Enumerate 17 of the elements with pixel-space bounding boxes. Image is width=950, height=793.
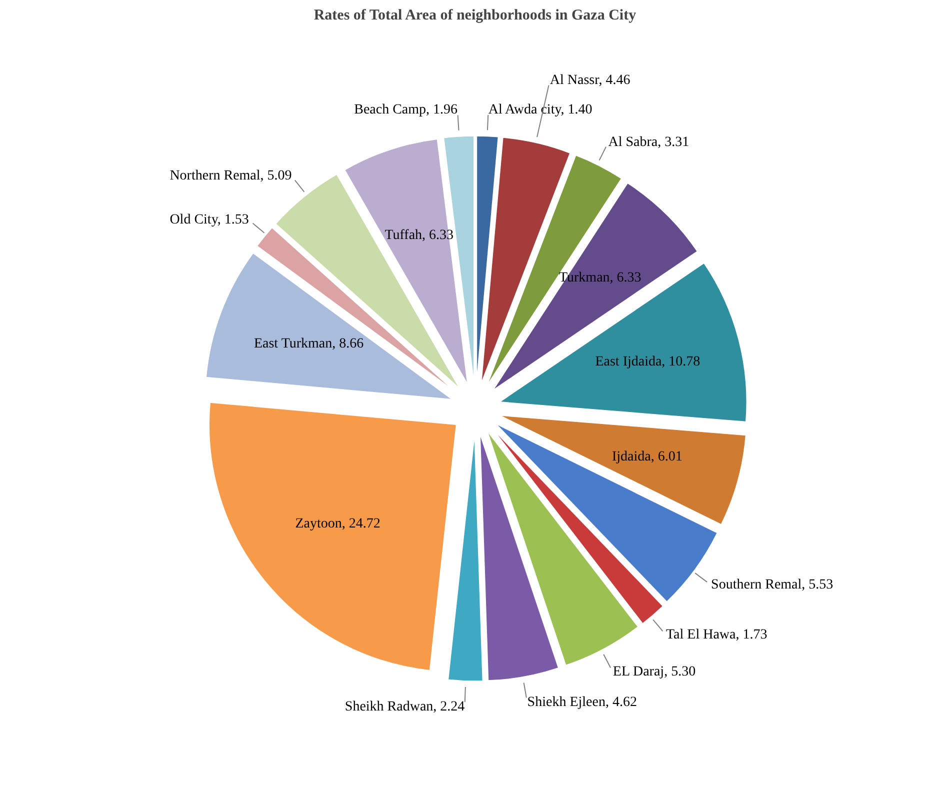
slice-label: Northern Remal, 5.09	[170, 168, 292, 184]
slice-label: Al Nassr, 4.46	[550, 72, 630, 88]
slice-label: East Turkman, 8.66	[254, 336, 364, 352]
slice-label: Al Awda city, 1.40	[488, 102, 592, 118]
slice-label: Zaytoon, 24.72	[295, 516, 380, 532]
slice-label: East Ijdaida, 10.78	[595, 354, 700, 370]
slice-label: Southern Remal, 5.53	[711, 578, 834, 593]
chart-title: Rates of Total Area of neighborhoods in Gaza City	[314, 8, 637, 24]
slice-label: Al Sabra, 3.31	[608, 134, 690, 150]
slice-label: Shiekh Ejleen, 4.62	[527, 695, 637, 710]
slice-label: Ijdaida, 6.01	[612, 450, 682, 465]
slice-label: Tal El Hawa, 1.73	[666, 628, 768, 643]
slice-label: Old City, 1.53	[170, 212, 249, 228]
slice-label: Sheikh Radwan, 2.24	[344, 700, 465, 715]
slice-label: Tuffah, 6.33	[384, 228, 454, 243]
slice-label: EL Daraj, 5.30	[612, 664, 696, 680]
slice-label: Beach Camp, 1.96	[354, 102, 458, 118]
